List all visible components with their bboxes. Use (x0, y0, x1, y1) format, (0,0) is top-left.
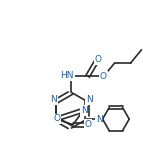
Text: O: O (53, 114, 60, 123)
Text: O: O (85, 120, 92, 129)
Text: O: O (94, 55, 101, 64)
Text: HN: HN (60, 71, 74, 80)
Text: N: N (50, 95, 57, 104)
Text: O: O (100, 72, 107, 81)
Text: N: N (96, 115, 103, 124)
Text: N: N (86, 95, 93, 104)
Text: N: N (81, 106, 88, 115)
